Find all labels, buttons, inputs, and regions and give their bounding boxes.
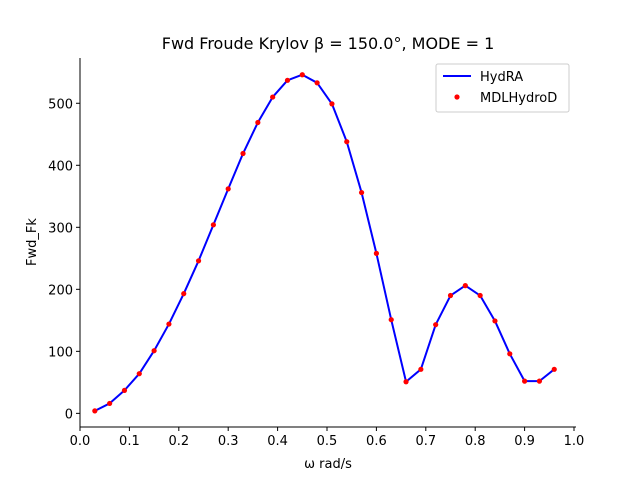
y-tick-label: 500 (48, 97, 73, 112)
series-marker-mdlhydrod (240, 150, 246, 157)
series-marker-mdlhydrod (299, 72, 305, 78)
x-tick-label: 0.5 (317, 434, 338, 449)
series-marker-mdlhydrod (433, 322, 439, 328)
x-tick-label: 0.9 (514, 434, 535, 449)
series-marker-mdlhydrod (447, 292, 454, 299)
x-tick-label: 0.7 (415, 434, 436, 449)
series-marker-mdlhydrod (492, 318, 498, 324)
series-marker-mdlhydrod (418, 366, 424, 372)
series-marker-mdlhydrod (329, 101, 335, 107)
series-marker-mdlhydrod (477, 292, 483, 299)
series-marker-mdlhydrod (403, 379, 409, 385)
series-marker-mdlhydrod (388, 317, 394, 323)
series-marker-mdlhydrod (195, 258, 202, 264)
y-tick-label: 0 (65, 407, 73, 422)
x-tick-label: 0.8 (465, 434, 486, 449)
x-axis-ticks: 0.0 0.1 0.2 0.3 0.4 0.5 0.6 0.7 0.8 0.9 1.0 (70, 427, 585, 449)
chart-title: Fwd Froude Krylov β = 150.0°, MODE = 1 (162, 34, 495, 53)
series-marker-mdlhydrod (373, 250, 379, 256)
series-marker-mdlhydrod (255, 119, 261, 126)
series-marker-mdlhydrod (462, 283, 468, 289)
x-tick-label: 0.0 (70, 434, 91, 449)
y-tick-label: 400 (48, 159, 73, 174)
x-tick-label: 0.3 (218, 434, 239, 449)
series-marker-mdlhydrod (358, 189, 365, 196)
y-axis-ticks: 0 100 200 300 400 500 (48, 97, 80, 422)
series-marker-mdlhydrod (284, 77, 291, 83)
series-marker-mdlhydrod (522, 378, 528, 384)
x-tick-label: 1.0 (564, 434, 585, 449)
series-marker-mdlhydrod (551, 366, 557, 372)
series-marker-mdlhydrod (270, 94, 276, 100)
x-tick-label: 0.4 (267, 434, 288, 449)
legend-label-hydra: HydRA (480, 70, 523, 85)
x-axis-label: ω rad/s (304, 457, 352, 472)
series-marker-mdlhydrod (536, 378, 543, 384)
plot-area (92, 72, 557, 414)
series-marker-mdlhydrod (166, 321, 172, 327)
legend-label-mdlhydrod: MDLHydroD (480, 91, 557, 106)
series-marker-mdlhydrod (344, 139, 350, 145)
legend-marker-swatch (454, 94, 460, 100)
x-tick-label: 0.6 (366, 434, 387, 449)
series-marker-mdlhydrod (107, 400, 113, 407)
y-tick-label: 100 (48, 345, 73, 360)
series-marker-mdlhydrod (225, 186, 231, 192)
series-marker-mdlhydrod (151, 348, 157, 354)
series-marker-mdlhydrod (181, 291, 187, 297)
legend: HydRA MDLHydroD (435, 63, 570, 113)
y-axis-label: Fwd_Fk (25, 218, 40, 266)
series-marker-mdlhydrod (210, 222, 216, 228)
y-tick-label: 200 (48, 283, 73, 298)
series-marker-mdlhydrod (121, 387, 128, 394)
y-tick-label: 300 (48, 221, 73, 236)
x-tick-label: 0.2 (168, 434, 189, 449)
x-tick-label: 0.1 (119, 434, 140, 449)
series-marker-mdlhydrod (136, 371, 142, 377)
series-marker-mdlhydrod (314, 80, 320, 86)
series-marker-mdlhydrod (92, 408, 98, 414)
series-line-hydra (94, 73, 555, 412)
series-marker-mdlhydrod (507, 351, 513, 357)
